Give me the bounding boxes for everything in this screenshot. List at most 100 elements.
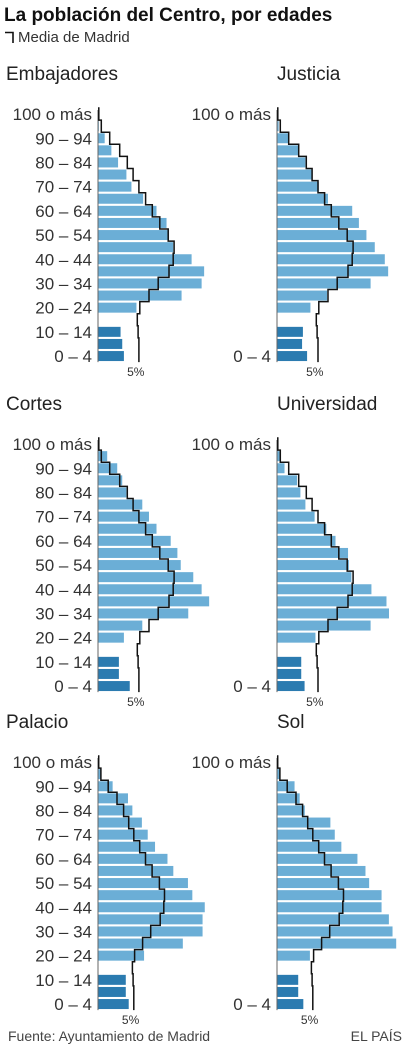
tick-label-0-4: 0 – 4 xyxy=(54,995,92,1014)
tick-label-0-4: 0 – 4 xyxy=(54,347,92,366)
bar-45-49 xyxy=(277,572,352,583)
bar-65-69 xyxy=(98,841,156,852)
bar-75-79 xyxy=(277,169,313,180)
bar-60-64 xyxy=(277,535,336,546)
bar-60-64 xyxy=(98,205,157,216)
bar-85-89 xyxy=(277,793,300,804)
bar-70-74 xyxy=(98,181,132,192)
axis-label-5pct: 5% xyxy=(306,365,324,379)
bar-30-34 xyxy=(277,608,389,619)
bar-50-54 xyxy=(98,560,181,571)
bar-65-69 xyxy=(98,523,157,534)
bar-90-94 xyxy=(277,781,295,792)
axis-label-5pct: 5% xyxy=(122,1013,140,1027)
bar-75-79 xyxy=(277,817,331,828)
bar-25-29 xyxy=(277,620,371,631)
bar-50-54 xyxy=(98,878,188,889)
bar-20-24 xyxy=(277,950,310,961)
axis-label-5pct: 5% xyxy=(127,695,145,709)
madrid-average-line xyxy=(276,755,345,1011)
bar-5-9 xyxy=(277,668,302,679)
legend: Media de Madrid xyxy=(4,28,130,46)
tick-label-30-34: 30 – 34 xyxy=(35,922,92,941)
tick-label-100-o-m-s: 100 o más xyxy=(192,435,271,454)
bar-5-9 xyxy=(98,986,126,997)
bar-70-74 xyxy=(277,181,319,192)
panel-title-sol: Sol xyxy=(277,712,304,733)
brand-logo: EL PAÍS xyxy=(350,1028,402,1044)
bar-65-69 xyxy=(98,193,144,204)
panel-sol: Sol 100 o más 0 – 4 5% xyxy=(192,706,414,1036)
bar-50-54 xyxy=(98,230,170,241)
bar-25-29 xyxy=(277,290,328,301)
bar-10-14 xyxy=(277,974,299,985)
tick-label-100-o-m-s: 100 o más xyxy=(13,105,92,124)
bar-85-89 xyxy=(98,793,128,804)
panel-title-cortes: Cortes xyxy=(6,394,62,415)
pyramid-palacio: Palacio 100 o más 90 – 94 80 – 84 70 – 74 60 … xyxy=(6,712,205,1027)
bar-5-9 xyxy=(277,986,299,997)
bar-65-69 xyxy=(277,193,328,204)
bar-35-39 xyxy=(277,914,389,925)
bar-10-14 xyxy=(98,326,121,337)
bar-85-89 xyxy=(277,475,298,486)
bar-25-29 xyxy=(277,938,397,949)
bar-30-34 xyxy=(277,278,371,289)
tick-label-60-64: 60 – 64 xyxy=(35,532,92,551)
panel-palacio: Palacio 100 o más 90 – 94 80 – 84 70 – 74 60 … xyxy=(0,706,207,1036)
bar-30-34 xyxy=(277,926,393,937)
madrid-average-line xyxy=(277,437,354,693)
bar-20-24 xyxy=(98,632,124,643)
bar-80-84 xyxy=(98,157,119,168)
tick-label-20-24: 20 – 24 xyxy=(35,299,92,318)
madrid-line-legend-icon xyxy=(5,31,14,43)
tick-label-80-84: 80 – 84 xyxy=(35,801,92,820)
panel-title-justicia: Justicia xyxy=(277,64,341,85)
bar-40-44 xyxy=(277,254,385,265)
bar-25-29 xyxy=(98,620,143,631)
bar-55-59 xyxy=(98,547,178,558)
bar-80-84 xyxy=(98,487,127,498)
bar-60-64 xyxy=(98,535,171,546)
tick-label-30-34: 30 – 34 xyxy=(35,274,92,293)
bar-5-9 xyxy=(98,668,119,679)
bar-0-4 xyxy=(277,999,304,1010)
axis-label-5pct: 5% xyxy=(306,695,324,709)
bar-40-44 xyxy=(98,254,192,265)
madrid-average-line xyxy=(98,107,175,363)
bar-50-54 xyxy=(277,230,367,241)
tick-label-30-34: 30 – 34 xyxy=(35,604,92,623)
tick-label-50-54: 50 – 54 xyxy=(35,874,92,893)
bar-50-54 xyxy=(277,878,370,889)
bar-10-14 xyxy=(277,326,303,337)
bar-95-99 xyxy=(277,451,280,462)
tick-label-100-o-m-s: 100 o más xyxy=(13,753,92,772)
bar-80-84 xyxy=(98,805,133,816)
bar-85-89 xyxy=(277,145,299,156)
bar-0-4 xyxy=(98,999,129,1010)
pyramid-justicia: Justicia 100 o más 0 – 4 5% xyxy=(192,64,389,379)
bar-95-99 xyxy=(277,121,279,132)
bar-70-74 xyxy=(98,511,149,522)
bar-60-64 xyxy=(98,853,168,864)
bar-45-49 xyxy=(277,242,375,253)
bar-80-84 xyxy=(277,157,306,168)
bar-55-59 xyxy=(98,217,167,228)
bar-90-94 xyxy=(98,133,105,144)
tick-label-70-74: 70 – 74 xyxy=(35,178,92,197)
tick-label-60-64: 60 – 64 xyxy=(35,850,92,869)
tick-label-90-94: 90 – 94 xyxy=(35,129,92,148)
bar-45-49 xyxy=(277,890,382,901)
tick-label-50-54: 50 – 54 xyxy=(35,226,92,245)
bar-90-94 xyxy=(277,133,289,144)
tick-label-0-4: 0 – 4 xyxy=(233,347,271,366)
panel-justicia: Justicia 100 o más 0 – 4 5% xyxy=(192,58,414,388)
axis-label-5pct: 5% xyxy=(301,1013,319,1027)
tick-label-80-84: 80 – 84 xyxy=(35,153,92,172)
bar-50-54 xyxy=(277,560,349,571)
bar-45-49 xyxy=(98,572,194,583)
bar-30-34 xyxy=(98,608,189,619)
bar-95-99 xyxy=(277,769,280,780)
tick-label-60-64: 60 – 64 xyxy=(35,202,92,221)
bar-60-64 xyxy=(277,853,358,864)
